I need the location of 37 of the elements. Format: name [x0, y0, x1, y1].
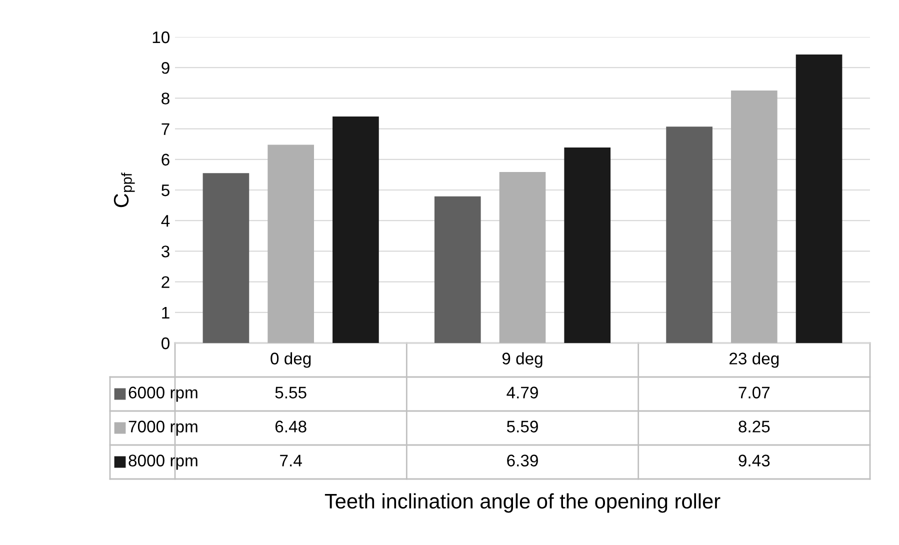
- data-label: 9.43: [738, 454, 770, 466]
- data-label: 7.4: [280, 454, 302, 466]
- y-tick-label: 6: [162, 154, 170, 166]
- bar: [332, 116, 379, 343]
- x-tick-label: 9 deg: [502, 352, 542, 368]
- x-tick-label: 23 deg: [730, 352, 779, 368]
- data-label: 7.07: [738, 386, 770, 398]
- bar: [434, 196, 481, 343]
- bar: [564, 147, 611, 343]
- bar: [268, 144, 314, 343]
- y-tick-label: 1: [162, 306, 170, 318]
- data-label: 5.59: [506, 420, 538, 432]
- y-tick-label: 3: [162, 246, 170, 258]
- y-tick-label: 8: [162, 92, 170, 104]
- data-label: 6.39: [507, 454, 538, 466]
- y-axis-title: C$_{ppf}$: [114, 172, 135, 208]
- bar: [796, 54, 842, 343]
- bar: [202, 173, 250, 343]
- legend-label: 7000 rpm: [128, 420, 198, 436]
- legend-label: 6000 rpm: [128, 386, 198, 402]
- data-label: 8.25: [738, 420, 770, 432]
- y-tick-label: 10: [152, 31, 170, 44]
- data-label: 6.48: [275, 420, 306, 432]
- legend-label: 8000 rpm: [128, 454, 198, 470]
- y-tick-label: 4: [161, 215, 170, 227]
- data-label: 4.79: [506, 386, 538, 398]
- bar: [731, 90, 778, 343]
- x-tick-label: 0 deg: [270, 352, 311, 368]
- text: Teeth inclination angle of the opening roller: [324, 493, 720, 513]
- data-label: 5.55: [275, 386, 306, 398]
- y-tick-label: 5: [162, 184, 170, 196]
- y-tick-label: 2: [162, 276, 170, 288]
- y-tick-label: 7: [162, 123, 170, 135]
- bar: [666, 126, 712, 343]
- y-tick-label: 0: [162, 337, 170, 350]
- bar: [499, 172, 546, 343]
- y-tick-label: 9: [162, 62, 170, 74]
